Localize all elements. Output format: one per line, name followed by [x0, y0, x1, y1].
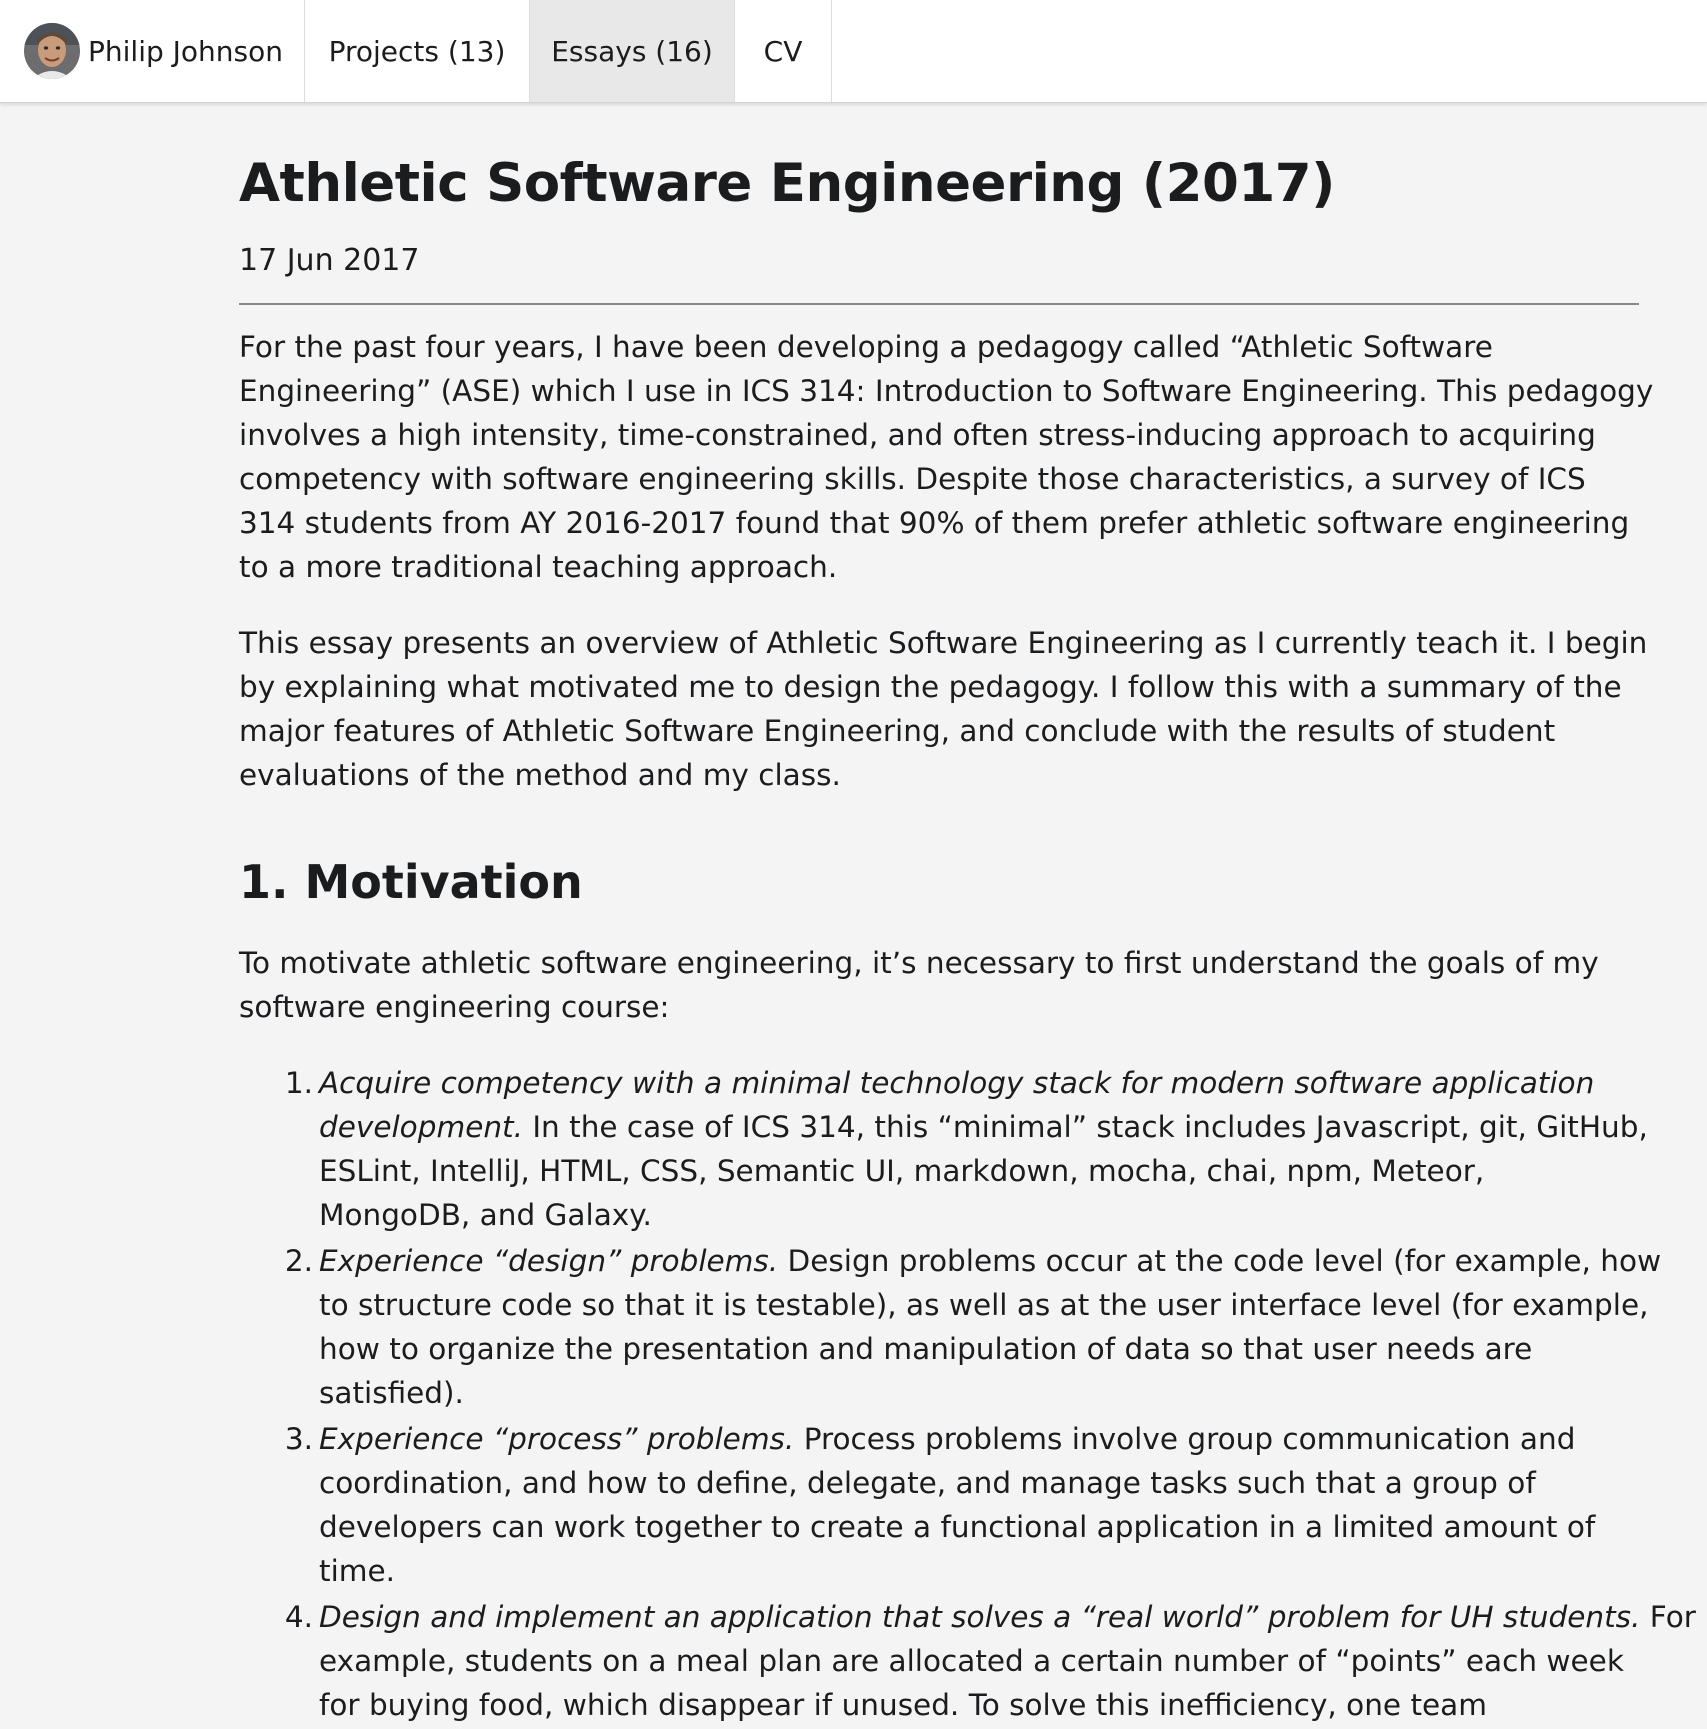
- nav-cv-label: CV: [763, 34, 803, 68]
- essay-title: Athletic Software Engineering (2017): [239, 153, 1335, 214]
- essay-article: Athletic Software Engineering (2017) 17 …: [239, 103, 1696, 1729]
- list-line: to structure code so that it is testable…: [319, 1288, 1649, 1322]
- list-line: for buying food, which disappear if unus…: [319, 1688, 1487, 1722]
- paragraph-line: software engineering course:: [239, 990, 670, 1024]
- nav-essays-label: Essays (16): [551, 34, 713, 68]
- essay-date: 17 Jun 2017: [239, 243, 420, 278]
- nav-home-label: Philip Johnson: [88, 34, 283, 68]
- course-goals-list: 1. Acquire competency with a minimal tec…: [239, 1061, 1696, 1727]
- list-line: satisfied).: [319, 1376, 464, 1410]
- top-navigation: Philip Johnson Projects (13) Essays (16)…: [0, 0, 1707, 103]
- list-line: Acquire competency with a minimal techno…: [319, 1066, 1595, 1100]
- paragraph-line: This essay presents an overview of Athle…: [239, 626, 1648, 660]
- paragraph-line: involves a high intensity, time-constrai…: [239, 418, 1596, 452]
- list-line: Design and implement an application that…: [319, 1600, 1696, 1634]
- list-number: 4.: [284, 1600, 313, 1634]
- list-item: 1. Acquire competency with a minimal tec…: [239, 1061, 1648, 1237]
- motivation-intro-paragraph: To motivate athletic software engineerin…: [239, 941, 1639, 1029]
- list-number: 1.: [284, 1066, 313, 1100]
- paragraph-line: evaluations of the method and my class.: [239, 758, 841, 792]
- section-heading-motivation: 1. Motivation: [239, 855, 583, 909]
- list-line: ESLint, IntelliJ, HTML, CSS, Semantic UI…: [319, 1154, 1485, 1188]
- paragraph-line: by explaining what motivated me to desig…: [239, 670, 1622, 704]
- list-number: 2.: [284, 1244, 313, 1278]
- overview-paragraph: This essay presents an overview of Athle…: [239, 621, 1648, 797]
- paragraph-line: To motivate athletic software engineerin…: [239, 946, 1599, 980]
- paragraph-line: competency with software engineering ski…: [239, 462, 1586, 496]
- list-number: 3.: [284, 1422, 313, 1456]
- list-line: how to organize the presentation and man…: [319, 1332, 1533, 1366]
- paragraph-line: For the past four years, I have been dev…: [239, 330, 1493, 364]
- list-line: example, students on a meal plan are all…: [319, 1644, 1624, 1678]
- avatar: [24, 23, 80, 79]
- list-line: development. In the case of ICS 314, thi…: [319, 1110, 1648, 1144]
- nav-projects-tab[interactable]: Projects (13): [305, 0, 530, 102]
- paragraph-line: major features of Athletic Software Engi…: [239, 714, 1556, 748]
- nav-cv-tab[interactable]: CV: [735, 0, 832, 102]
- list-line: MongoDB, and Galaxy.: [319, 1198, 652, 1232]
- list-item: 2. Experience “design” problems. Design …: [239, 1239, 1662, 1415]
- nav-projects-label: Projects (13): [328, 34, 506, 68]
- title-divider: [239, 303, 1639, 305]
- nav-home-link[interactable]: Philip Johnson: [0, 0, 305, 102]
- paragraph-line: to a more traditional teaching approach.: [239, 550, 838, 584]
- list-line: time.: [319, 1554, 396, 1588]
- list-line: developers can work together to create a…: [319, 1510, 1596, 1544]
- paragraph-line: 314 students from AY 2016-2017 found tha…: [239, 506, 1630, 540]
- list-line: Experience “design” problems. Design pro…: [319, 1244, 1662, 1278]
- list-line: coordination, and how to define, delegat…: [319, 1466, 1536, 1500]
- paragraph-line: Engineering” (ASE) which I use in ICS 31…: [239, 374, 1654, 408]
- list-item: 3. Experience “process” problems. Proces…: [239, 1417, 1639, 1593]
- list-line: Experience “process” problems. Process p…: [319, 1422, 1576, 1456]
- intro-paragraph: For the past four years, I have been dev…: [239, 325, 1654, 589]
- list-item: 4. Design and implement an application t…: [239, 1595, 1696, 1727]
- nav-essays-tab[interactable]: Essays (16): [530, 0, 735, 102]
